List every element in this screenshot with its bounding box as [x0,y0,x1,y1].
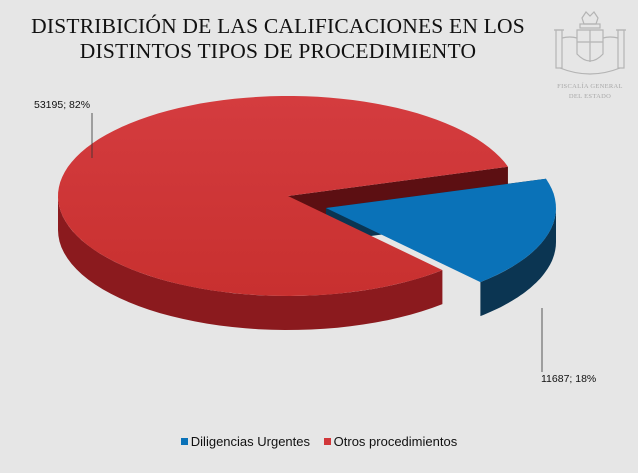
pie-slice-diligencias-urgentes [326,178,556,283]
logo-text-line-1: FISCALÍA GENERAL [557,83,623,90]
pie-side-diligencias-urgentes-0 [480,208,556,317]
legend-label-otros-procedimientos: Otros procedimientos [333,434,458,449]
pie-tops [58,96,556,296]
pie-slice-otros-procedimientos [58,96,508,296]
legend-label-diligencias-urgentes: Diligencias Urgentes [190,434,311,449]
legend-swatch-diligencias-urgentes [180,438,188,445]
legend-swatch-otros-procedimientos [323,438,331,445]
data-label-otros-procedimientos: 53195; 82% [34,99,91,111]
pie-leader-lines [91,113,543,372]
royal-coat-of-arms-icon [554,11,626,75]
legend-item-diligencias-urgentes: Diligencias Urgentes [180,434,311,449]
chart-title-line-2: DISTINTOS TIPOS DE PROCEDIMIENTO [79,39,477,63]
data-label-diligencias-urgentes: 11687; 18% [541,373,597,385]
logo-text: FISCALÍA GENERAL DEL ESTADO [548,82,632,102]
legend-item-otros-procedimientos: Otros procedimientos [323,434,458,449]
chart-title-line-1: DISTRIBICIÓN DE LAS CALIFICACIONES EN LO… [31,14,525,38]
legend: Diligencias Urgentes Otros procedimiento… [0,434,638,449]
logo-text-line-2: DEL ESTADO [568,93,612,100]
chart-title: DISTRIBICIÓN DE LAS CALIFICACIONES EN LO… [18,14,538,64]
pie-side-otros-procedimientos-0 [58,196,443,330]
